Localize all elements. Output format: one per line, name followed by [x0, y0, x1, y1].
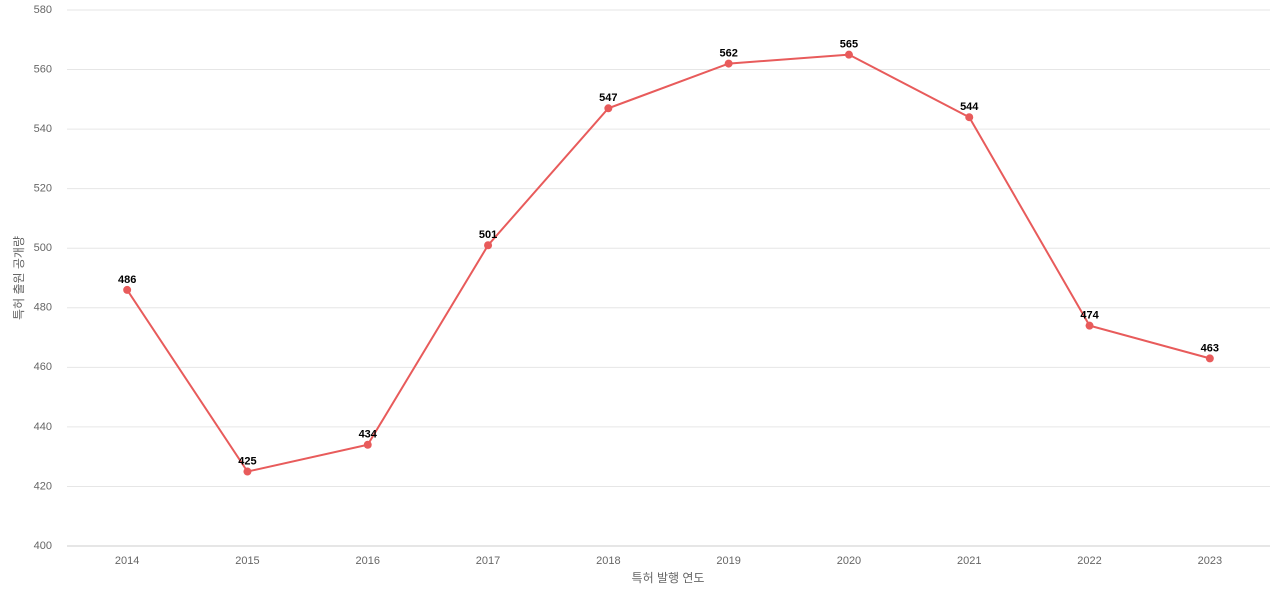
data-label: 547: [599, 92, 617, 104]
y-tick-label: 440: [34, 421, 52, 433]
data-label: 565: [840, 39, 858, 51]
data-label: 562: [719, 48, 737, 60]
x-tick-label: 2023: [1198, 555, 1222, 567]
x-tick-label: 2020: [837, 555, 861, 567]
x-axis-title: 특허 발행 연도: [632, 570, 705, 585]
y-tick-label: 400: [34, 540, 52, 552]
x-tick-label: 2021: [957, 555, 981, 567]
y-tick-label: 480: [34, 302, 52, 314]
y-tick-label: 420: [34, 480, 52, 492]
data-label: 501: [479, 229, 497, 241]
y-tick-label: 560: [34, 63, 52, 75]
y-tick-label: 520: [34, 183, 52, 195]
data-point: [1085, 321, 1094, 330]
x-tick-label: 2022: [1077, 555, 1101, 567]
x-tick-label: 2016: [356, 555, 380, 567]
data-point: [123, 285, 132, 294]
data-label: 486: [118, 274, 136, 286]
data-label: 463: [1201, 342, 1219, 354]
x-tick-label: 2018: [596, 555, 620, 567]
data-point: [965, 113, 974, 122]
y-tick-label: 460: [34, 361, 52, 373]
data-label: 544: [960, 101, 979, 113]
data-label: 434: [359, 429, 378, 441]
x-tick-label: 2015: [235, 555, 259, 567]
y-tick-label: 580: [34, 4, 52, 16]
data-point: [363, 440, 372, 449]
y-axis-title: 특허 출원 공개량: [12, 236, 26, 320]
x-tick-label: 2017: [476, 555, 500, 567]
data-point: [844, 50, 853, 59]
data-point: [724, 59, 733, 68]
data-label: 474: [1080, 310, 1099, 322]
y-tick-label: 540: [34, 123, 52, 135]
data-point: [243, 467, 252, 476]
y-tick-label: 500: [34, 242, 52, 254]
x-tick-label: 2014: [115, 555, 139, 567]
data-point: [484, 241, 493, 250]
x-tick-label: 2019: [716, 555, 740, 567]
data-point: [604, 104, 613, 113]
data-label: 425: [238, 455, 256, 467]
data-line: [126, 53, 1211, 473]
data-point: [1205, 354, 1214, 363]
